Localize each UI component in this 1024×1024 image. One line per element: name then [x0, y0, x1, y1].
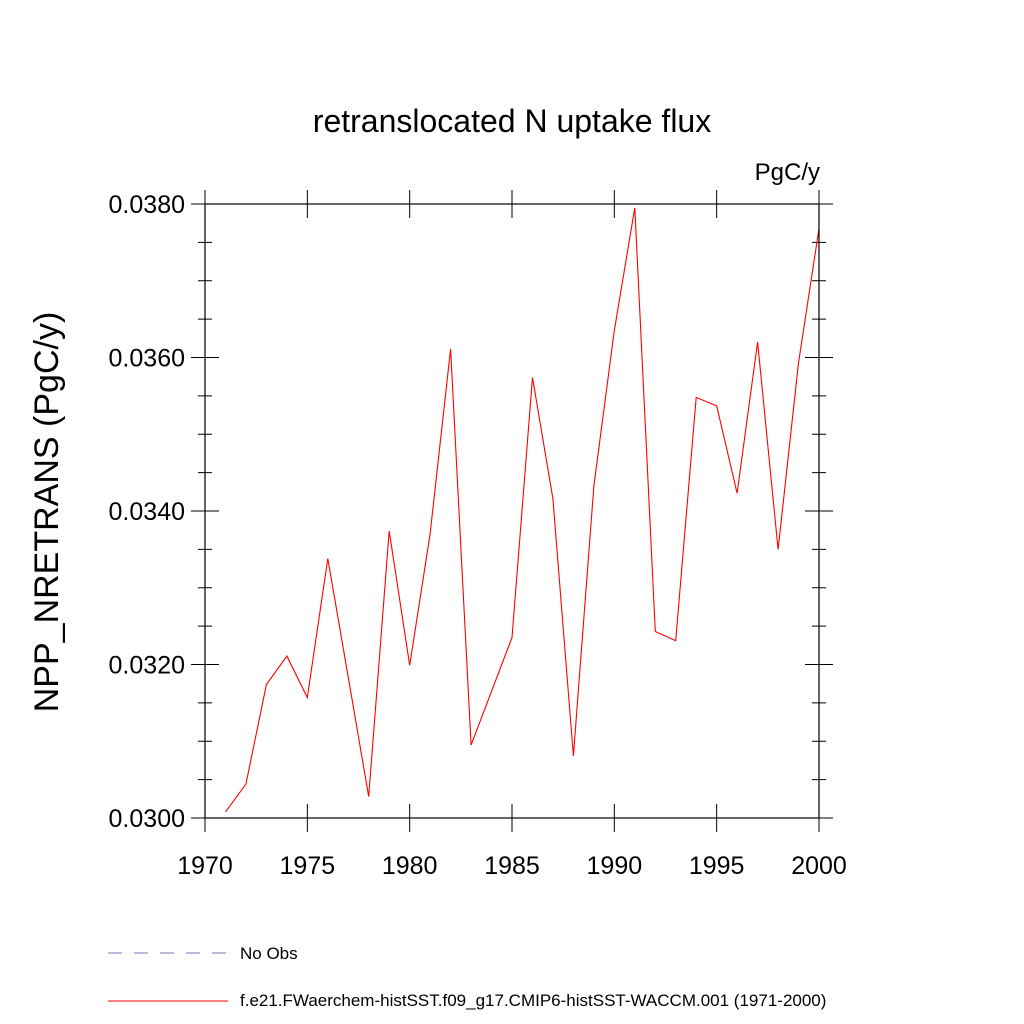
y-tick-label: 0.0360: [109, 345, 185, 373]
legend-label-no-obs: No Obs: [240, 944, 298, 963]
y-tick-label: 0.0320: [109, 652, 185, 680]
y-tick-labels: 0.0300 0.0320 0.0340 0.0360 0.0380: [109, 191, 185, 833]
axis-ticks: [191, 190, 833, 832]
legend: No Obs f.e21.FWaerchem-histSST.f09_g17.C…: [108, 944, 826, 1010]
y-tick-label: 0.0300: [109, 805, 185, 833]
y-axis-label: NPP_NRETRANS (PgC/y): [28, 312, 66, 713]
legend-label-model: f.e21.FWaerchem-histSST.f09_g17.CMIP6-hi…: [240, 991, 826, 1010]
x-tick-labels: 1970 1975 1980 1985 1990 1995 2000: [177, 852, 847, 880]
units-label: PgC/y: [755, 159, 820, 186]
plot-frame: [204, 203, 820, 819]
y-tick-label: 0.0380: [109, 191, 185, 219]
x-tick-label: 1995: [689, 852, 745, 880]
x-tick-label: 1975: [280, 852, 336, 880]
x-tick-label: 2000: [791, 852, 847, 880]
y-tick-label: 0.0340: [109, 498, 185, 526]
series-line-0: [225, 207, 820, 813]
x-tick-label: 1970: [177, 852, 233, 880]
x-tick-label: 1980: [382, 852, 438, 880]
chart-title: retranslocated N uptake flux: [313, 103, 711, 139]
x-tick-label: 1985: [484, 852, 540, 880]
series-layer: [225, 207, 820, 813]
x-tick-label: 1990: [587, 852, 643, 880]
